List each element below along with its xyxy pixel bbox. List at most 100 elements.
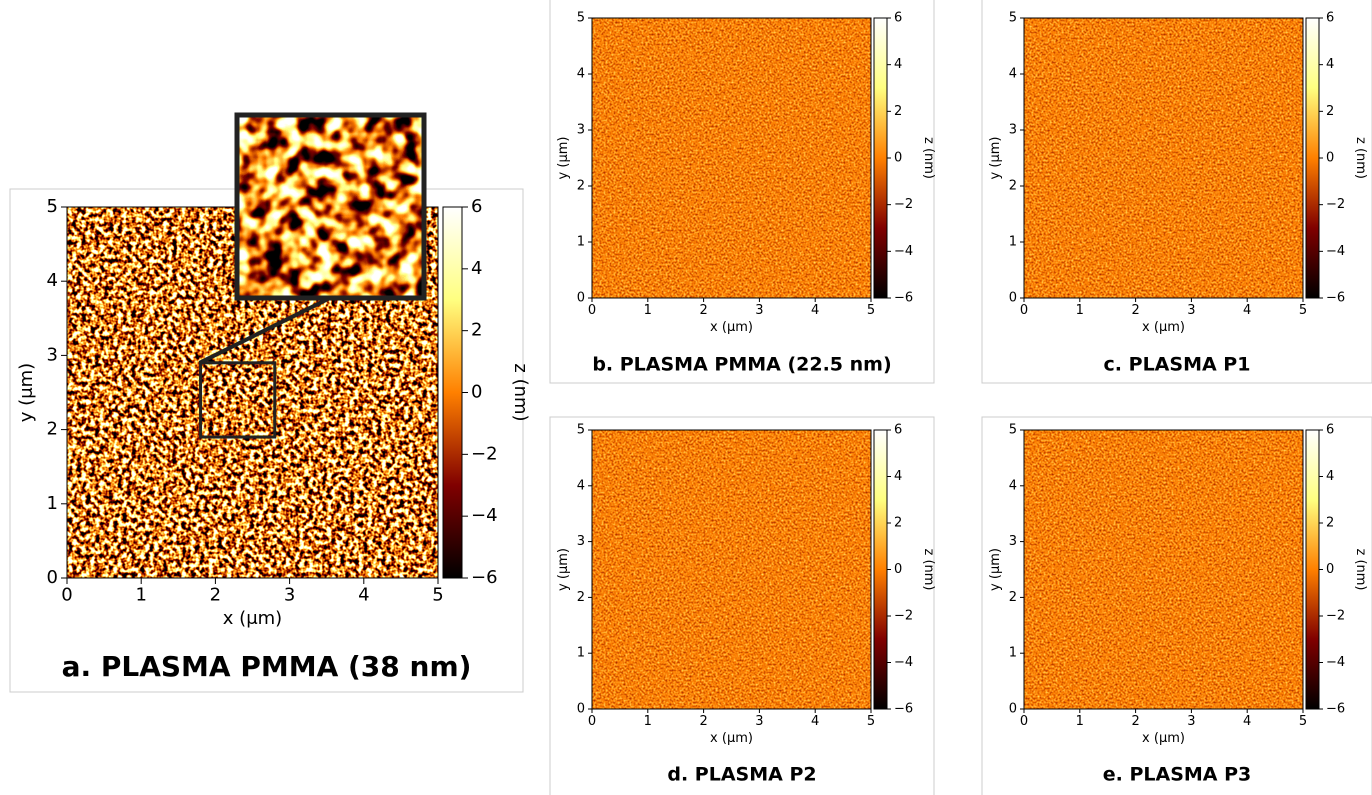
y-tick-label: 5 [577, 423, 585, 438]
panel: 0 1 2 3 4 5 0 1 2 3 4 5 x (μm) y (μm) −6 −4 −2 0 2 4 6 z (nm)… [981, 0, 1372, 384]
inset-connector [198, 296, 331, 365]
inset-image [237, 115, 424, 298]
colorbar [873, 17, 888, 299]
y-tick-label: 3 [1009, 123, 1017, 138]
x-tick-label: 2 [210, 585, 221, 606]
x-tick-label: 2 [1131, 303, 1139, 318]
colorbar-tick-label: −6 [1326, 702, 1345, 717]
x-tick-label: 4 [358, 585, 369, 606]
y-tick-label: 5 [577, 11, 585, 26]
panel-title: c. PLASMA P1 [1104, 354, 1251, 376]
colorbar-tick-label: 6 [471, 196, 482, 217]
panel: 0 1 2 3 4 5 0 1 2 3 4 5 x (μm) y (μm) −6 −4 −2 0 2 4 6 z (nm)… [981, 416, 1372, 795]
x-axis-label: x (μm) [1142, 320, 1185, 335]
x-tick-label: 0 [588, 303, 596, 318]
x-tick-label: 4 [811, 303, 819, 318]
y-tick-label: 2 [1009, 179, 1017, 194]
afm-image [592, 430, 871, 709]
colorbar-tick-label: 2 [894, 516, 902, 531]
x-axis-label: x (μm) [223, 608, 282, 629]
y-axis-label: y (μm) [16, 363, 37, 422]
y-axis-label: y (μm) [988, 137, 1003, 180]
y-tick-label: 4 [577, 478, 585, 493]
y-tick-label: 4 [1009, 67, 1017, 82]
colorbar-tick-label: −4 [894, 244, 913, 259]
colorbar-tick-label: 2 [1326, 104, 1334, 119]
x-axis-label: x (μm) [1142, 731, 1185, 746]
panel-frame [549, 0, 935, 384]
colorbar-tick-label: 0 [1326, 562, 1334, 577]
plot-border [591, 429, 872, 710]
x-tick-label: 2 [699, 714, 707, 729]
y-tick-label: 3 [47, 344, 58, 365]
x-tick-label: 3 [755, 303, 763, 318]
y-tick-label: 4 [47, 270, 58, 291]
y-tick-label: 5 [1009, 11, 1017, 26]
x-tick-label: 0 [588, 714, 596, 729]
x-tick-label: 1 [1076, 303, 1084, 318]
x-axis-label: x (μm) [710, 731, 753, 746]
colorbar-label: z (nm) [1353, 548, 1368, 590]
x-tick-label: 0 [1020, 714, 1028, 729]
y-tick-label: 0 [577, 291, 585, 306]
colorbar [873, 429, 888, 710]
panel-frame [981, 416, 1372, 795]
inset-border [234, 112, 427, 301]
colorbar-tick-label: −2 [471, 443, 498, 464]
y-tick-label: 5 [1009, 423, 1017, 438]
colorbar-tick-label: −4 [1326, 655, 1345, 670]
colorbar-tick-label: 0 [1326, 151, 1334, 166]
x-tick-label: 3 [755, 714, 763, 729]
colorbar-tick-label: −2 [894, 197, 913, 212]
colorbar [1305, 429, 1320, 710]
x-tick-label: 5 [867, 714, 875, 729]
colorbar-tick-label: 4 [1326, 469, 1334, 484]
x-tick-label: 4 [1243, 714, 1251, 729]
panel-title: a. PLASMA PMMA (38 nm) [62, 650, 472, 683]
panel-title: b. PLASMA PMMA (22.5 nm) [592, 354, 891, 376]
y-tick-label: 2 [47, 419, 58, 440]
x-tick-label: 0 [1020, 303, 1028, 318]
panel-frame [981, 0, 1372, 384]
y-tick-label: 0 [577, 702, 585, 717]
colorbar-tick-label: −6 [894, 702, 913, 717]
x-tick-label: 4 [811, 714, 819, 729]
colorbar-tick-label: 6 [894, 11, 902, 26]
colorbar-tick-label: −6 [471, 567, 498, 588]
y-tick-label: 2 [1009, 590, 1017, 605]
colorbar [442, 206, 463, 579]
x-tick-label: 2 [699, 303, 707, 318]
inset-region [199, 361, 277, 439]
y-tick-label: 3 [1009, 534, 1017, 549]
x-tick-label: 3 [284, 585, 295, 606]
x-axis-label: x (μm) [710, 320, 753, 335]
x-tick-label: 3 [1187, 303, 1195, 318]
x-tick-label: 5 [867, 303, 875, 318]
colorbar-tick-label: −2 [1326, 197, 1345, 212]
colorbar [1305, 17, 1320, 299]
x-tick-label: 5 [432, 585, 443, 606]
colorbar-tick-label: 2 [894, 104, 902, 119]
colorbar-tick-label: 4 [894, 57, 902, 72]
x-tick-label: 2 [1131, 714, 1139, 729]
panel: 0 1 2 3 4 5 0 1 2 3 4 5 x (μm) y (μm) −6 −4 −2 0 2 4 6 z (nm)… [549, 416, 936, 795]
colorbar-tick-label: −4 [894, 655, 913, 670]
plot-border [1023, 17, 1304, 299]
colorbar-tick-label: 6 [894, 423, 902, 438]
afm-image [1024, 18, 1303, 298]
colorbar-tick-label: −6 [894, 291, 913, 306]
panel-title: e. PLASMA P3 [1103, 764, 1252, 786]
y-tick-label: 4 [1009, 478, 1017, 493]
colorbar-tick-label: −2 [1326, 609, 1345, 624]
afm-image [592, 18, 871, 298]
colorbar-tick-label: 4 [1326, 57, 1334, 72]
x-tick-label: 5 [1299, 714, 1307, 729]
y-tick-label: 1 [577, 646, 585, 661]
colorbar-label: z (nm) [510, 363, 531, 421]
afm-image [1024, 430, 1303, 709]
y-tick-label: 1 [1009, 646, 1017, 661]
colorbar-tick-label: −4 [1326, 244, 1345, 259]
panel: 0 1 2 3 4 5 0 1 2 3 4 5 x (μm) y (μm) −6 −4 −2 0 2 4 6 z (nm)… [9, 112, 531, 693]
colorbar-tick-label: 6 [1326, 423, 1334, 438]
